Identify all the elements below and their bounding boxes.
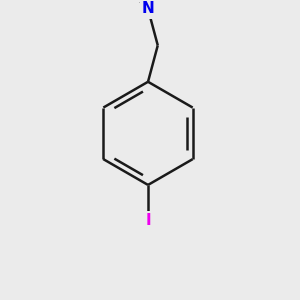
- Text: N: N: [142, 2, 154, 16]
- Text: I: I: [145, 213, 151, 228]
